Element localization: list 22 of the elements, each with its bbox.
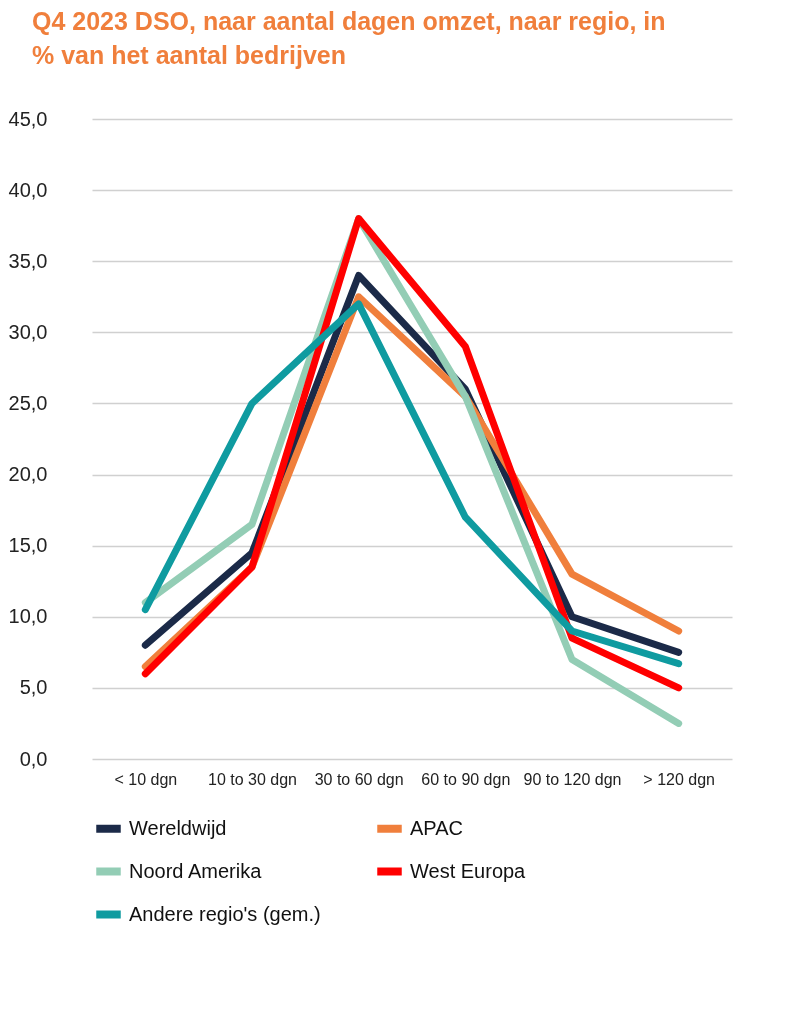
legend-label: West Europa [410, 859, 527, 882]
y-tick-label: 40,0 [8, 178, 48, 201]
y-tick-label: 30,0 [8, 320, 48, 343]
y-tick-label: 35,0 [8, 249, 48, 272]
y-tick-label: 10,0 [8, 605, 48, 628]
legend-label: Andere regio's (gem.) [129, 902, 321, 925]
x-tick-label: 90 to 120 dgn [523, 770, 622, 788]
x-tick-label: 30 to 60 dgn [314, 770, 404, 788]
x-tick-label: 10 to 30 dgn [208, 770, 297, 788]
y-tick-label: 20,0 [8, 463, 48, 486]
x-tick-label: > 120 dgn [643, 770, 715, 788]
legend-label: APAC [410, 816, 463, 839]
y-tick-label: 25,0 [8, 391, 48, 414]
y-tick-label: 5,0 [19, 676, 48, 699]
legend-label: Wereldwijd [129, 816, 227, 839]
y-tick-label: 0,0 [19, 747, 48, 770]
x-tick-label: 60 to 90 dgn [421, 770, 511, 788]
y-tick-label: 15,0 [8, 534, 48, 557]
legend-label: Noord Amerika [129, 859, 263, 882]
chart-title: Q4 2023 DSO, naar aantal dagen omzet, naar regio, in % van het aantal bedrijven [32, 7, 666, 69]
x-tick-label: < 10 dgn [114, 770, 178, 788]
y-tick-label: 45,0 [8, 107, 48, 130]
